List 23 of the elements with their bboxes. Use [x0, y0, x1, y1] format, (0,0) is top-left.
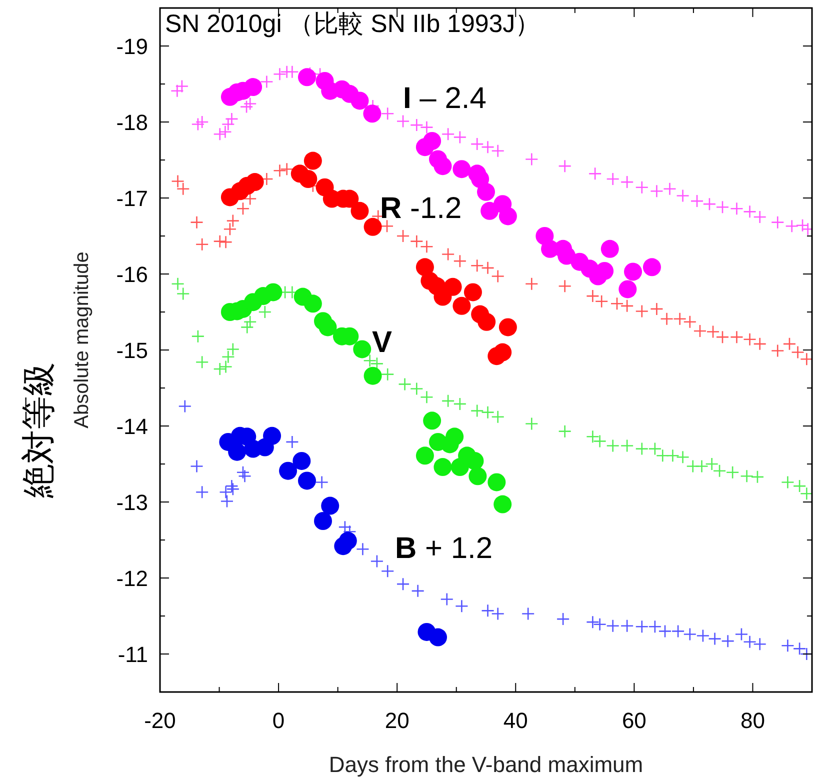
x-tick-label: 80: [740, 708, 765, 733]
x-tick-label: 0: [272, 708, 285, 733]
annotation: R -1.2: [380, 192, 462, 225]
x-tick-label: 20: [384, 708, 410, 733]
annotation: V: [372, 326, 392, 359]
y-tick-label: -19: [116, 34, 148, 59]
y-tick-label: -14: [116, 414, 148, 439]
y-tick-label: -18: [116, 110, 148, 135]
x-tick-label: 60: [622, 708, 646, 733]
y-tick-label: -12: [116, 566, 148, 591]
y-tick-label: -13: [116, 490, 148, 515]
chart-title: SN 2010gi （比較 SN IIb 1993J）: [165, 10, 540, 38]
x-tick-label: 40: [503, 708, 528, 733]
text: 絶対等級: [20, 362, 58, 499]
y-tick-label: -15: [116, 338, 148, 363]
y-tick-label: -17: [116, 186, 148, 211]
x-tick-label: -20: [144, 708, 176, 733]
annotation: I – 2.4: [403, 82, 486, 115]
y-axis-title: Absolute magnitude: [71, 252, 93, 428]
y-tick-label: -11: [118, 642, 148, 667]
annotation: B + 1.2: [395, 532, 493, 565]
y-tick-label: -16: [116, 262, 148, 287]
x-axis-title: Days from the V-band maximum: [328, 752, 644, 777]
